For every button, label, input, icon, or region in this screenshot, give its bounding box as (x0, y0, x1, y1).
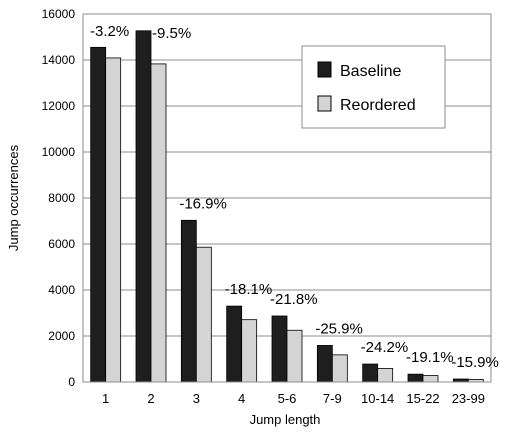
data-label: -15.9% (451, 354, 499, 371)
data-label: -9.5% (152, 25, 191, 42)
y-tick-label: 10000 (42, 145, 76, 159)
x-axis-label: Jump length (250, 412, 321, 427)
bar-reordered-5-6 (286, 329, 303, 383)
legend-label-reordered: Reordered (340, 97, 416, 114)
y-tick-label: 4000 (48, 283, 75, 297)
y-tick-label: 6000 (48, 237, 75, 251)
bar-baseline-10-14 (362, 363, 379, 383)
x-tick-label: 1 (102, 391, 109, 406)
bar-baseline-3 (180, 219, 197, 383)
y-tick-label: 12000 (42, 99, 76, 113)
bar-reordered-10-14 (377, 368, 394, 383)
bar-baseline-2 (135, 30, 152, 383)
data-label: -19.1% (406, 349, 454, 366)
legend-label-baseline: Baseline (340, 63, 401, 80)
data-label: -18.1% (225, 281, 273, 298)
legend-box (301, 45, 446, 129)
x-tick-label: 3 (193, 391, 200, 406)
bar-reordered-1 (105, 57, 122, 383)
x-tick-label: 4 (238, 391, 245, 406)
y-tick-label: 2000 (48, 329, 75, 343)
bar-baseline-4 (226, 305, 243, 383)
y-tick-label: 16000 (42, 7, 76, 21)
y-tick-labels: 0 2000 4000 6000 8000 10000 12000 14000 16000 (42, 7, 76, 389)
bars (90, 30, 484, 383)
bar-baseline-15-22 (407, 373, 424, 383)
legend-swatch-baseline (317, 61, 332, 78)
bar-reordered-15-22 (422, 375, 439, 383)
x-tick-label: 2 (147, 391, 154, 406)
data-label: -3.2% (90, 23, 129, 40)
x-tick-label: 15-22 (406, 391, 439, 406)
data-label: -25.9% (315, 320, 363, 337)
bar-reordered-7-9 (331, 354, 348, 383)
x-tick-label: 23-99 (452, 391, 485, 406)
bar-baseline-7-9 (316, 345, 333, 383)
y-tick-label: 14000 (42, 53, 76, 67)
legend: Baseline Reordered (301, 45, 446, 129)
x-tick-label: 10-14 (361, 391, 394, 406)
x-tick-labels: 1 2 3 4 5-6 7-9 10-14 15-22 23-99 (102, 391, 485, 406)
y-tick-label: 0 (68, 375, 75, 389)
data-label: -21.8% (270, 291, 318, 308)
x-tick-label: 7-9 (323, 391, 342, 406)
plot-frame (82, 13, 492, 383)
data-label: -24.2% (361, 339, 409, 356)
bar-reordered-3 (195, 246, 212, 383)
axes (82, 13, 492, 383)
y-tick-label: 8000 (48, 191, 75, 205)
x-tick-label: 5-6 (278, 391, 297, 406)
bar-baseline-1 (90, 46, 107, 383)
data-labels: -3.2% -9.5% -16.9% -18.1%-21.8% -25.9% -24.2%… (90, 23, 499, 371)
legend-swatch-reordered (317, 95, 332, 112)
bar-baseline-5-6 (271, 315, 288, 383)
bar-reordered-4 (241, 319, 258, 383)
bar-reordered-2 (150, 63, 167, 383)
y-axis-label: Jump occurrences (6, 144, 21, 251)
data-label: -16.9% (179, 195, 227, 212)
